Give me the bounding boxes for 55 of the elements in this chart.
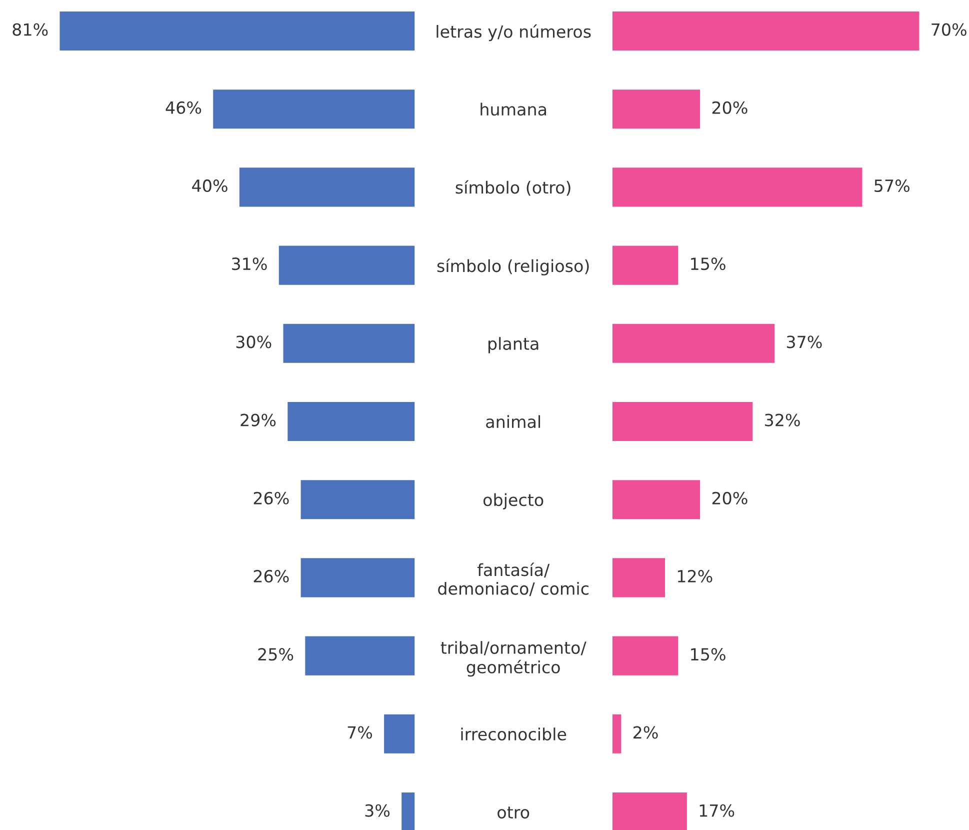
bar [612, 246, 678, 285]
y-tick-label: humana [480, 102, 546, 116]
bar [60, 11, 415, 51]
data-label: 70% [932, 23, 966, 36]
bar [278, 246, 415, 285]
y-tick-label: animal [486, 415, 540, 428]
bar [612, 480, 700, 520]
data-label: 17% [700, 804, 734, 817]
data-label: 15% [691, 258, 726, 270]
data-label: 40% [192, 179, 228, 192]
bar [612, 792, 687, 830]
bar [283, 324, 415, 363]
bar [612, 90, 700, 129]
bar [300, 558, 415, 598]
bar [402, 792, 415, 830]
data-label: 25% [258, 648, 294, 661]
bar [300, 480, 415, 520]
data-label: 57% [874, 179, 910, 192]
data-label: 26% [254, 570, 289, 583]
data-label: 31% [232, 258, 267, 270]
data-label: 12% [678, 570, 712, 583]
bar [213, 90, 415, 129]
data-label: 20% [712, 492, 748, 504]
y-tick-label: fantasía/ demoniaco/ comic [438, 562, 588, 596]
data-label: 32% [765, 414, 800, 426]
y-tick-label: objecto [483, 493, 544, 510]
y-tick-label: planta [488, 337, 538, 354]
y-tick-label: irreconocible [461, 728, 566, 740]
y-tick-label: tribal/ornamento/ geométrico [440, 641, 586, 677]
y-tick-label: símbolo (religioso) [437, 258, 589, 276]
bar [305, 636, 415, 676]
y-tick-label: otro [498, 806, 530, 819]
bar [612, 324, 775, 363]
data-label: 2% [634, 726, 658, 739]
y-tick-label: letras y/o números [436, 24, 591, 42]
bar [384, 714, 415, 754]
bar [612, 714, 622, 754]
bar [612, 558, 665, 598]
bar [612, 11, 920, 51]
y-tick-label: símbolo (otro) [456, 180, 570, 196]
data-label: 3% [365, 804, 390, 817]
data-label: 7% [348, 726, 372, 739]
bar [239, 168, 415, 207]
data-label: 29% [240, 414, 276, 426]
data-label: 20% [712, 101, 748, 114]
data-label: 26% [254, 492, 289, 504]
data-label: 37% [786, 336, 822, 348]
data-label: 15% [691, 648, 726, 661]
data-label: 46% [166, 101, 202, 114]
bar [612, 636, 678, 676]
data-label: 81% [12, 23, 48, 36]
bar [288, 402, 415, 442]
data-label: 30% [236, 336, 272, 348]
bar [612, 168, 862, 207]
bar [612, 402, 753, 442]
